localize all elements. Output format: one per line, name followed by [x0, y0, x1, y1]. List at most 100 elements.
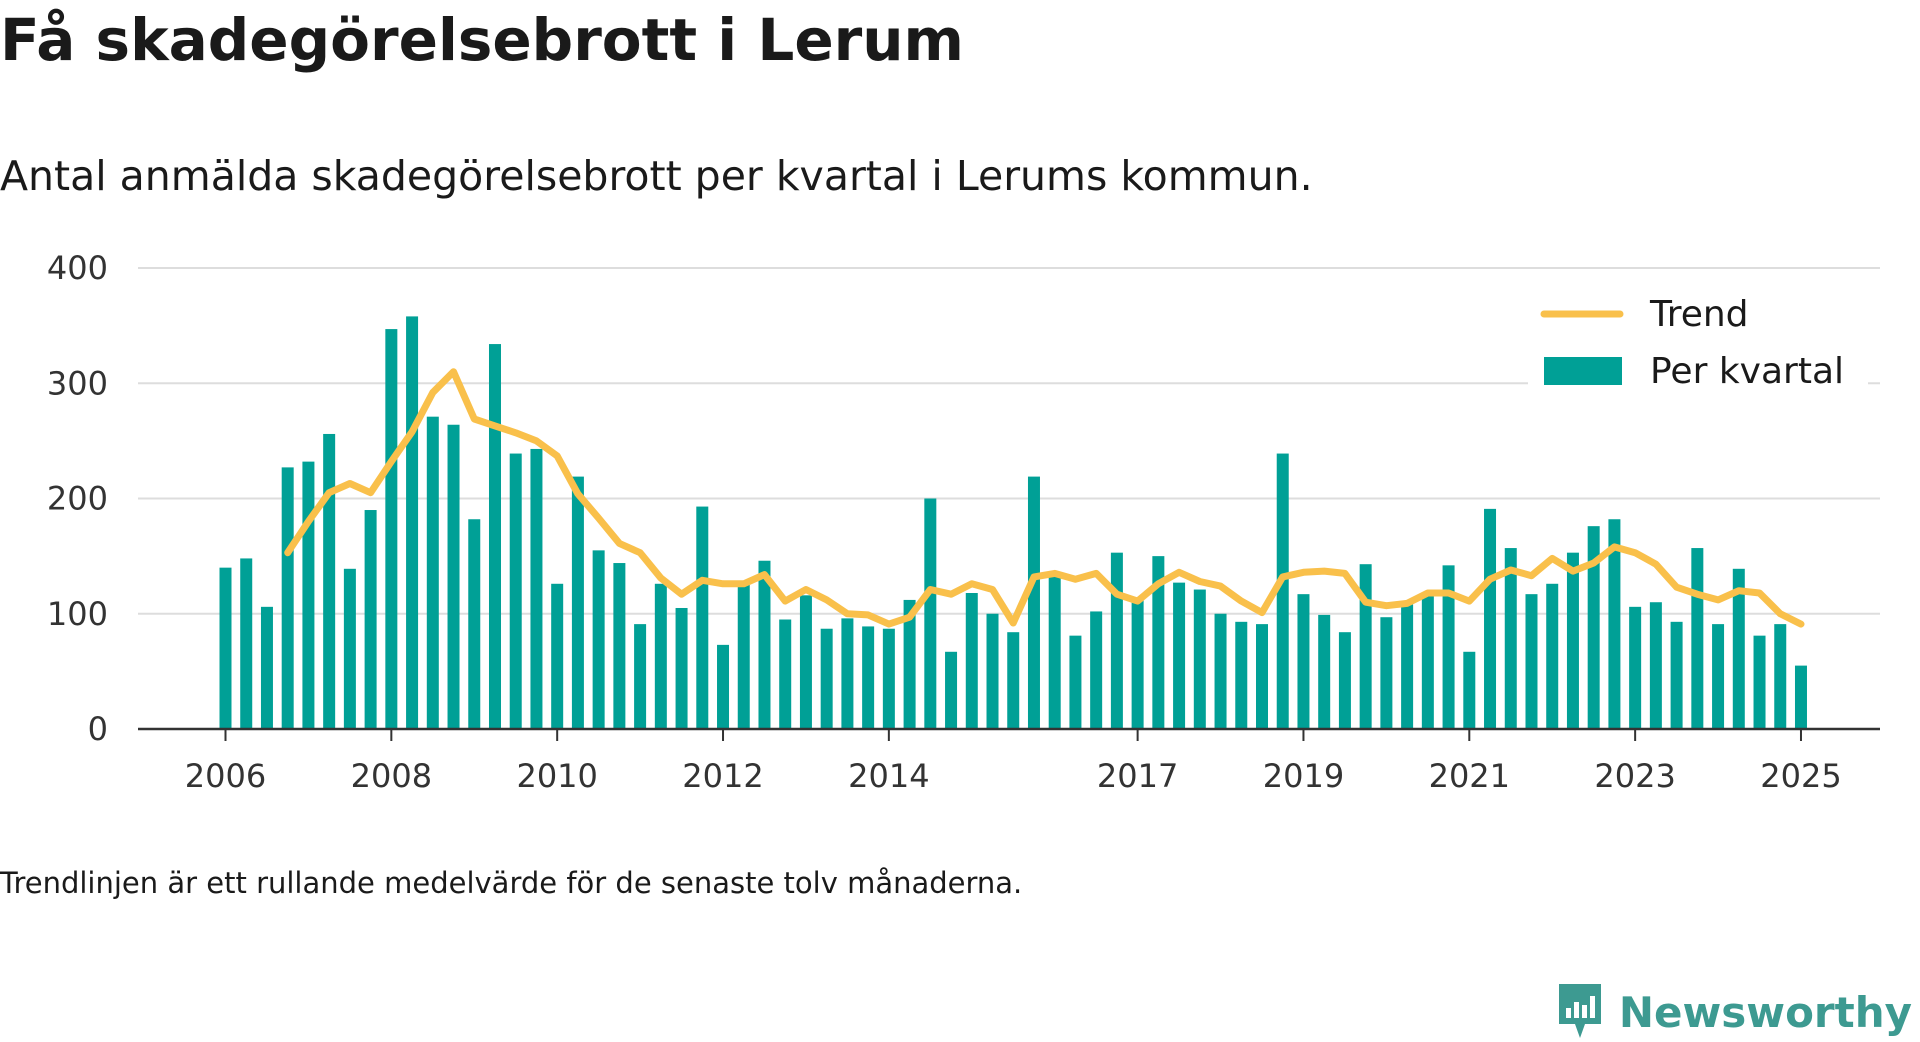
bar: [1152, 556, 1165, 729]
x-tick-label: 2008: [351, 757, 432, 795]
bar: [675, 607, 688, 729]
x-tick-label: 2019: [1263, 757, 1344, 795]
bar: [323, 433, 336, 729]
bar: [1566, 552, 1579, 729]
bar: [945, 651, 958, 729]
bar: [1401, 604, 1414, 729]
bar: [592, 550, 605, 729]
x-tick-label: 2021: [1429, 757, 1510, 795]
y-tick-label: 0: [88, 710, 108, 748]
bar: [1732, 568, 1745, 729]
bar: [1504, 548, 1517, 729]
bar: [1297, 594, 1310, 729]
bar: [1214, 613, 1227, 729]
bar: [1090, 611, 1103, 729]
bar: [240, 558, 253, 729]
y-axis-ticks: 0 100 200 300 400: [47, 249, 108, 748]
bar: [696, 506, 709, 729]
legend-bar-label: Per kvartal: [1650, 351, 1844, 392]
bar: [1753, 635, 1766, 729]
bar: [1235, 621, 1248, 729]
bar: [1421, 593, 1434, 729]
bar: [551, 583, 564, 729]
bar: [1276, 453, 1289, 729]
bar: [1629, 606, 1642, 729]
bar: [1525, 594, 1538, 729]
x-tick-label: 2025: [1760, 757, 1841, 795]
bar: [219, 567, 232, 729]
bar: [1069, 635, 1082, 729]
x-tick-label: 2010: [516, 757, 597, 795]
bar: [302, 461, 315, 729]
bar: [1256, 624, 1268, 729]
y-tick-label: 200: [47, 480, 108, 518]
bar: [509, 453, 522, 729]
bar: [1110, 552, 1123, 729]
chart-title: Få skadegörelsebrott i Lerum: [0, 6, 964, 74]
bar: [447, 424, 460, 729]
bar: [882, 628, 895, 729]
bar: [426, 416, 439, 729]
bar-series: [219, 316, 1807, 729]
bar: [903, 599, 916, 729]
bar: [1670, 621, 1683, 729]
bar: [799, 595, 812, 729]
bar: [385, 329, 398, 729]
y-tick-label: 100: [47, 595, 108, 633]
bar: [406, 316, 419, 729]
x-tick-label: 2006: [185, 757, 266, 795]
bar: [343, 568, 356, 729]
bar: [1318, 614, 1331, 729]
bar: [820, 628, 833, 729]
bar: [737, 584, 750, 729]
chart: 2006 2008 2010 2012 2014 2017 2019 2021 2023 2025…: [47, 249, 1880, 795]
bar: [1463, 651, 1476, 729]
bar: [468, 519, 481, 729]
bar: [717, 644, 730, 729]
brand-name: Newsworthy: [1618, 987, 1912, 1037]
bar: [1173, 582, 1186, 729]
bar: [1338, 632, 1351, 729]
bar: [1484, 508, 1497, 729]
bar: [986, 613, 999, 729]
bar: [1442, 565, 1455, 729]
x-axis-ticks: 2006 2008 2010 2012 2014 2017 2019 2021 2023 2025: [185, 729, 1842, 795]
bar: [924, 498, 937, 729]
legend: Trend Per kvartal: [1528, 282, 1868, 392]
bar: [488, 344, 501, 729]
bar: [779, 619, 792, 729]
bar: [1131, 598, 1144, 729]
bar: [1794, 665, 1807, 729]
bar: [530, 448, 543, 729]
bar: [1359, 564, 1372, 729]
bar: [654, 583, 667, 729]
brand[interactable]: Newsworthy: [1555, 982, 1912, 1042]
legend-trend-label: Trend: [1649, 294, 1749, 335]
bar: [965, 593, 978, 729]
newsworthy-logo-icon: [1558, 984, 1601, 1038]
chart-subtitle: Antal anmälda skadegörelsebrott per kvar…: [0, 152, 1313, 200]
bar: [634, 624, 647, 729]
bar: [862, 626, 875, 729]
bar: [571, 476, 584, 729]
bar: [1774, 624, 1787, 729]
bar: [1608, 519, 1621, 729]
bar: [281, 467, 294, 729]
footnote: Trendlinjen är ett rullande medelvärde f…: [0, 866, 1023, 900]
trend-line: [284, 368, 1805, 628]
bar: [1691, 548, 1704, 729]
bar: [260, 606, 273, 729]
x-tick-label: 2023: [1594, 757, 1675, 795]
bar: [613, 563, 626, 729]
bar: [1587, 526, 1600, 729]
y-tick-label: 300: [47, 364, 108, 402]
bar: [1712, 624, 1725, 729]
bar: [1546, 583, 1559, 729]
bar: [758, 560, 771, 729]
bar: [1380, 617, 1393, 729]
x-tick-label: 2014: [848, 757, 929, 795]
y-tick-label: 400: [47, 249, 108, 287]
x-tick-label: 2012: [682, 757, 763, 795]
bar: [1649, 602, 1662, 729]
bar: [841, 618, 854, 729]
